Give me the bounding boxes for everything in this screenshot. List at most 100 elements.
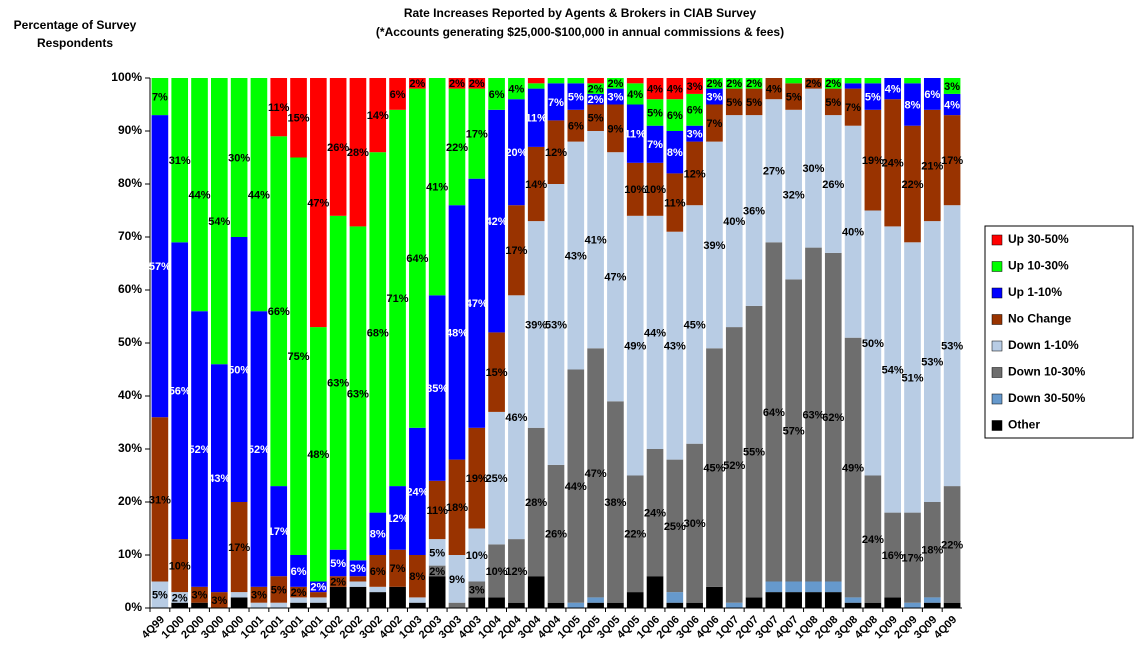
data-label: 5% xyxy=(568,91,584,103)
data-label: 14% xyxy=(367,110,389,122)
bar-segment xyxy=(191,602,208,608)
bar-segment xyxy=(527,146,545,222)
bar-segment xyxy=(468,88,486,179)
data-label: 64% xyxy=(763,407,785,419)
bar-segment xyxy=(428,295,446,481)
bar-segment xyxy=(844,337,862,598)
bar-segment xyxy=(646,576,664,608)
data-label: 5% xyxy=(588,113,604,125)
data-label: 2% xyxy=(588,84,604,96)
data-label: 3% xyxy=(469,584,485,596)
data-label: 5% xyxy=(746,97,762,109)
bar-segment xyxy=(765,78,783,100)
bar-segment xyxy=(587,78,604,84)
bar-segment xyxy=(785,581,802,593)
bar-segment xyxy=(527,78,545,84)
bar-segment xyxy=(349,581,367,587)
bar-segment xyxy=(230,592,248,598)
bar-segment xyxy=(428,576,446,608)
data-label: 6% xyxy=(489,89,505,101)
bar-segment xyxy=(626,592,644,608)
bar-segment xyxy=(666,173,684,232)
legend-label: Down 30-50% xyxy=(1008,391,1086,405)
bar-segment xyxy=(646,125,664,163)
data-label: 11% xyxy=(625,129,647,141)
bar-segment xyxy=(765,242,783,582)
bar-segment xyxy=(468,581,486,598)
data-label: 5% xyxy=(786,91,802,103)
data-label: 2% xyxy=(330,576,346,588)
bar-segment xyxy=(389,78,406,110)
legend-swatch xyxy=(991,234,1003,246)
bar-segment xyxy=(785,78,802,84)
bar-segment xyxy=(349,576,367,582)
bar-segment xyxy=(329,78,347,216)
bar-segment xyxy=(745,115,763,306)
bar-segment xyxy=(587,602,604,608)
data-label: 28% xyxy=(525,497,547,509)
bar-segment xyxy=(686,93,703,126)
bar-segment xyxy=(310,592,327,598)
data-label: 44% xyxy=(248,190,270,202)
bar-segment xyxy=(567,83,585,110)
bar-segment xyxy=(805,247,822,582)
bar-segment xyxy=(725,327,743,603)
data-label: 2% xyxy=(607,78,623,90)
data-label: 7% xyxy=(390,563,406,575)
bar-segment xyxy=(369,78,387,153)
data-label: 3% xyxy=(192,590,208,602)
bar-segment xyxy=(686,125,703,142)
bar-segment xyxy=(745,597,763,608)
bar-segment xyxy=(943,205,961,487)
data-label: 45% xyxy=(703,462,725,474)
bar-segment xyxy=(171,242,189,540)
bar-segment xyxy=(587,131,604,349)
data-label: 30% xyxy=(684,518,706,530)
data-label: 35% xyxy=(426,383,448,395)
chart-subtitle: (*Accounts generating $25,000-$100,000 i… xyxy=(376,25,784,39)
bar-segment xyxy=(290,157,307,555)
bar-segment xyxy=(785,109,802,280)
bar-segment xyxy=(250,586,268,603)
data-label: 22% xyxy=(446,142,468,154)
data-label: 24% xyxy=(644,508,666,520)
data-label: 17% xyxy=(466,129,488,141)
data-label: 5% xyxy=(330,558,346,570)
data-label: 47% xyxy=(466,298,488,310)
data-label: 48% xyxy=(446,327,468,339)
bar-segment xyxy=(369,555,387,587)
data-label: 2% xyxy=(409,78,425,90)
data-label: 17% xyxy=(901,553,923,565)
bar-segment xyxy=(488,78,505,110)
data-label: 6% xyxy=(667,110,683,122)
data-label: 2% xyxy=(291,587,307,599)
bar-segment xyxy=(864,210,882,476)
data-label: 17% xyxy=(228,542,250,554)
data-label: 63% xyxy=(327,378,349,390)
bar-segment xyxy=(508,205,525,296)
data-label: 12% xyxy=(684,168,706,180)
data-label: 47% xyxy=(585,468,607,480)
bar-segment xyxy=(468,178,486,428)
bar-segment xyxy=(844,88,862,126)
bar-segment xyxy=(270,576,288,603)
bar-segment xyxy=(725,602,743,608)
data-label: 53% xyxy=(941,341,963,353)
legend-swatch xyxy=(991,314,1003,325)
bar-segment xyxy=(646,78,664,100)
bar-segment xyxy=(151,115,169,418)
bar-segment xyxy=(785,592,802,608)
data-label: 38% xyxy=(604,497,626,509)
bar-segment xyxy=(448,459,466,555)
data-label: 4% xyxy=(766,84,782,96)
chart-title: Rate Increases Reported by Agents & Brok… xyxy=(404,6,757,20)
data-label: 64% xyxy=(406,253,428,265)
data-label: 40% xyxy=(842,227,864,239)
data-label: 15% xyxy=(288,113,310,125)
data-label: 7% xyxy=(706,118,722,130)
bar-segment xyxy=(765,581,783,593)
bar-segment xyxy=(290,555,307,587)
bar-segment xyxy=(250,311,268,587)
data-label: 4% xyxy=(647,84,663,96)
